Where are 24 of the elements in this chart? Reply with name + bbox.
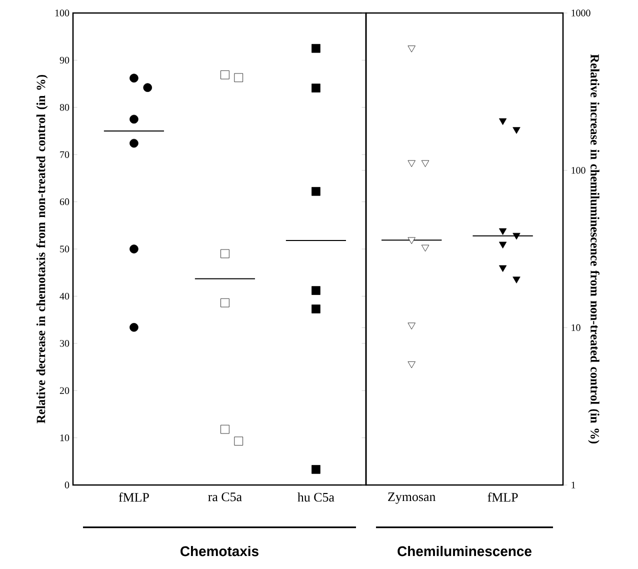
y-tick-label: 40 bbox=[60, 292, 70, 300]
y-tick-label: 70 bbox=[60, 151, 70, 158]
x-tick-label: fMLP bbox=[118, 492, 149, 502]
y-tick-label: 100 bbox=[55, 10, 70, 16]
x-axis-title: Chemotaxis bbox=[180, 546, 258, 556]
y-tick-label: 20 bbox=[60, 387, 70, 394]
y-tick-label: 80 bbox=[60, 104, 70, 111]
y-axis-title: Relative increase in chemiluminescence from non-treated control (in %) bbox=[588, 54, 600, 444]
y-tick-label: 10 bbox=[60, 434, 70, 442]
y-tick-label: 1000 bbox=[572, 10, 590, 16]
y-tick-label: 60 bbox=[60, 198, 70, 206]
y-axis-title: Relative decrease in chemotaxis from non-treated control (in %) bbox=[36, 74, 48, 424]
y-tick-label: 0 bbox=[64, 482, 70, 488]
x-tick-label: Zymosan bbox=[388, 492, 436, 504]
x-tick-label: hu C5a bbox=[298, 492, 334, 502]
y-tick-label: 50 bbox=[60, 246, 70, 252]
y-tick-label: 30 bbox=[60, 340, 70, 347]
y-tick-label: 1 bbox=[572, 482, 576, 488]
x-axis-title: Chemiluminescence bbox=[398, 546, 532, 556]
y-tick-label: 10 bbox=[572, 324, 580, 332]
y-tick-label: 100 bbox=[572, 166, 586, 174]
x-tick-label: fMLP bbox=[488, 492, 518, 502]
x-tick-label: ra C5a bbox=[208, 492, 242, 502]
y-tick-label: 90 bbox=[60, 56, 70, 64]
